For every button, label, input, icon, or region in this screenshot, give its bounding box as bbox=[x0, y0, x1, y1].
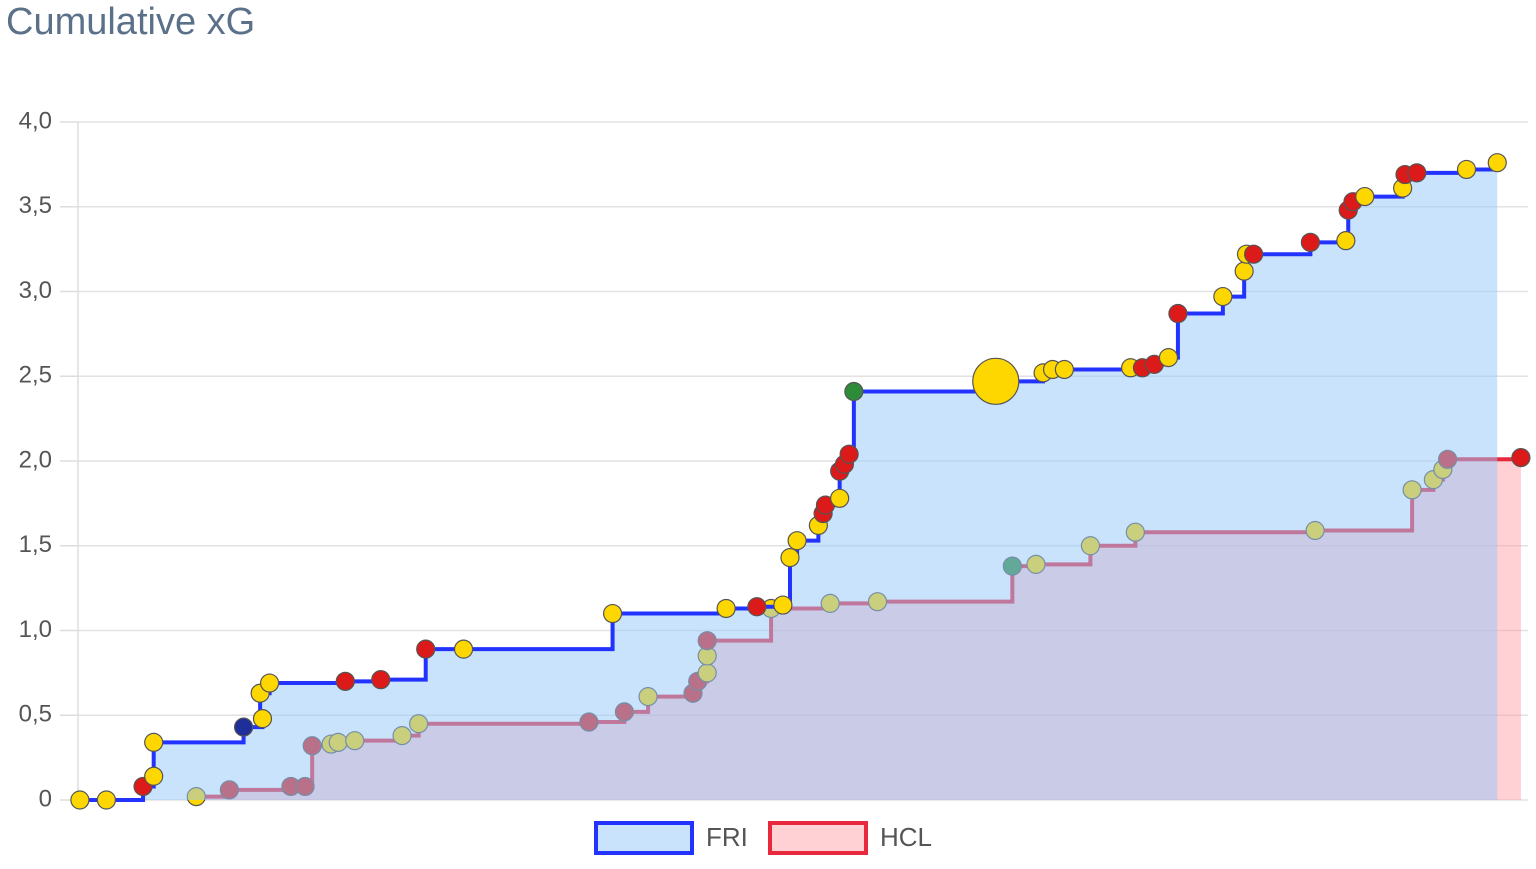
shot-point bbox=[1213, 286, 1233, 307]
shot-point bbox=[1487, 153, 1507, 173]
shot-point bbox=[747, 597, 767, 617]
legend-swatch bbox=[768, 821, 868, 855]
shot-point bbox=[830, 488, 850, 508]
shot-point bbox=[1244, 244, 1264, 264]
y-tick-label: 4,0 bbox=[19, 107, 52, 134]
y-tick-label: 2,5 bbox=[19, 362, 52, 389]
shot-point bbox=[1158, 348, 1179, 368]
shot-point bbox=[416, 639, 436, 659]
shot-point bbox=[1168, 303, 1188, 324]
shot-point bbox=[1407, 163, 1427, 183]
shot-point bbox=[716, 598, 736, 619]
y-tick-label: 0 bbox=[39, 785, 52, 812]
shot-point bbox=[371, 670, 391, 690]
y-tick-label: 3,0 bbox=[19, 277, 52, 304]
shot-point bbox=[839, 444, 859, 464]
shot-point bbox=[1336, 231, 1356, 251]
shot-point bbox=[70, 790, 90, 810]
shot-point bbox=[1511, 448, 1531, 468]
shot-point bbox=[144, 732, 164, 752]
y-tick-label: 1,0 bbox=[19, 616, 52, 643]
shot-point bbox=[259, 673, 280, 693]
shot-point bbox=[1234, 261, 1254, 281]
y-tick-label: 1,5 bbox=[19, 531, 52, 558]
area bbox=[79, 162, 1498, 800]
shot-point bbox=[787, 531, 807, 551]
shot-point bbox=[144, 766, 164, 786]
shot-point bbox=[1355, 186, 1375, 207]
shot-point bbox=[773, 595, 793, 615]
shot-point bbox=[972, 357, 1020, 405]
shot-point bbox=[96, 790, 116, 810]
legend-label: HCL bbox=[880, 822, 932, 852]
shot-point bbox=[1300, 232, 1320, 252]
legend-label: FRI bbox=[706, 822, 748, 852]
shot-point bbox=[233, 717, 254, 737]
shot-point bbox=[335, 671, 355, 691]
shot-point bbox=[1054, 359, 1074, 380]
legend-swatch bbox=[594, 821, 694, 855]
shot-point bbox=[1456, 159, 1477, 180]
y-tick-label: 0,5 bbox=[19, 701, 52, 728]
shot-point bbox=[844, 381, 864, 402]
shot-point bbox=[252, 709, 273, 729]
shot-point bbox=[602, 603, 623, 624]
shot-point bbox=[780, 548, 800, 568]
y-tick-label: 2,0 bbox=[19, 446, 52, 473]
y-tick-label: 3,5 bbox=[19, 192, 52, 219]
chart-title: Cumulative xG bbox=[6, 1, 255, 43]
shot-point bbox=[453, 639, 474, 659]
